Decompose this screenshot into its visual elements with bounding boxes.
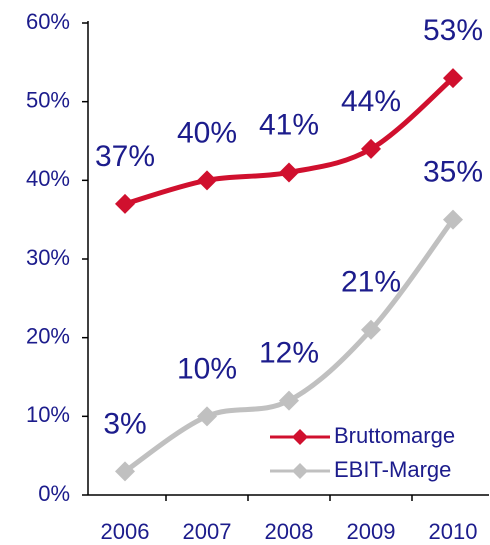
x-tick-label: 2010	[429, 519, 478, 544]
point	[361, 138, 381, 159]
data-label: 37%	[95, 140, 155, 173]
y-tick-label: 10%	[26, 402, 70, 427]
legend-marker	[292, 429, 308, 445]
x-tick-label: 2008	[265, 519, 314, 544]
data-label: 21%	[341, 266, 401, 299]
x-tick-label: 2009	[347, 519, 396, 544]
y-tick-label: 30%	[26, 245, 70, 270]
data-label: 3%	[103, 407, 146, 440]
y-tick-label: 50%	[26, 87, 70, 112]
point	[279, 162, 299, 183]
data-label: 12%	[259, 337, 319, 370]
data-label: 53%	[423, 14, 483, 47]
data-label: 40%	[177, 116, 237, 149]
point	[115, 461, 135, 482]
point	[279, 390, 299, 411]
y-tick-label: 60%	[26, 9, 70, 34]
y-tick-label: 0%	[38, 481, 70, 506]
point	[443, 209, 463, 230]
data-label: 35%	[423, 156, 483, 189]
x-tick-label: 2007	[183, 519, 232, 544]
x-tick-label: 2006	[101, 519, 150, 544]
point	[197, 170, 217, 191]
data-label: 44%	[341, 85, 401, 118]
point	[115, 193, 135, 214]
legend-label: Bruttomarge	[334, 423, 455, 448]
point	[197, 406, 217, 427]
y-tick-label: 40%	[26, 166, 70, 191]
point	[361, 319, 381, 340]
data-label: 41%	[259, 108, 319, 141]
legend-marker	[292, 463, 308, 479]
data-label: 10%	[177, 352, 237, 385]
point	[443, 68, 463, 89]
y-tick-label: 20%	[26, 323, 70, 348]
legend-label: EBIT-Marge	[334, 457, 451, 482]
